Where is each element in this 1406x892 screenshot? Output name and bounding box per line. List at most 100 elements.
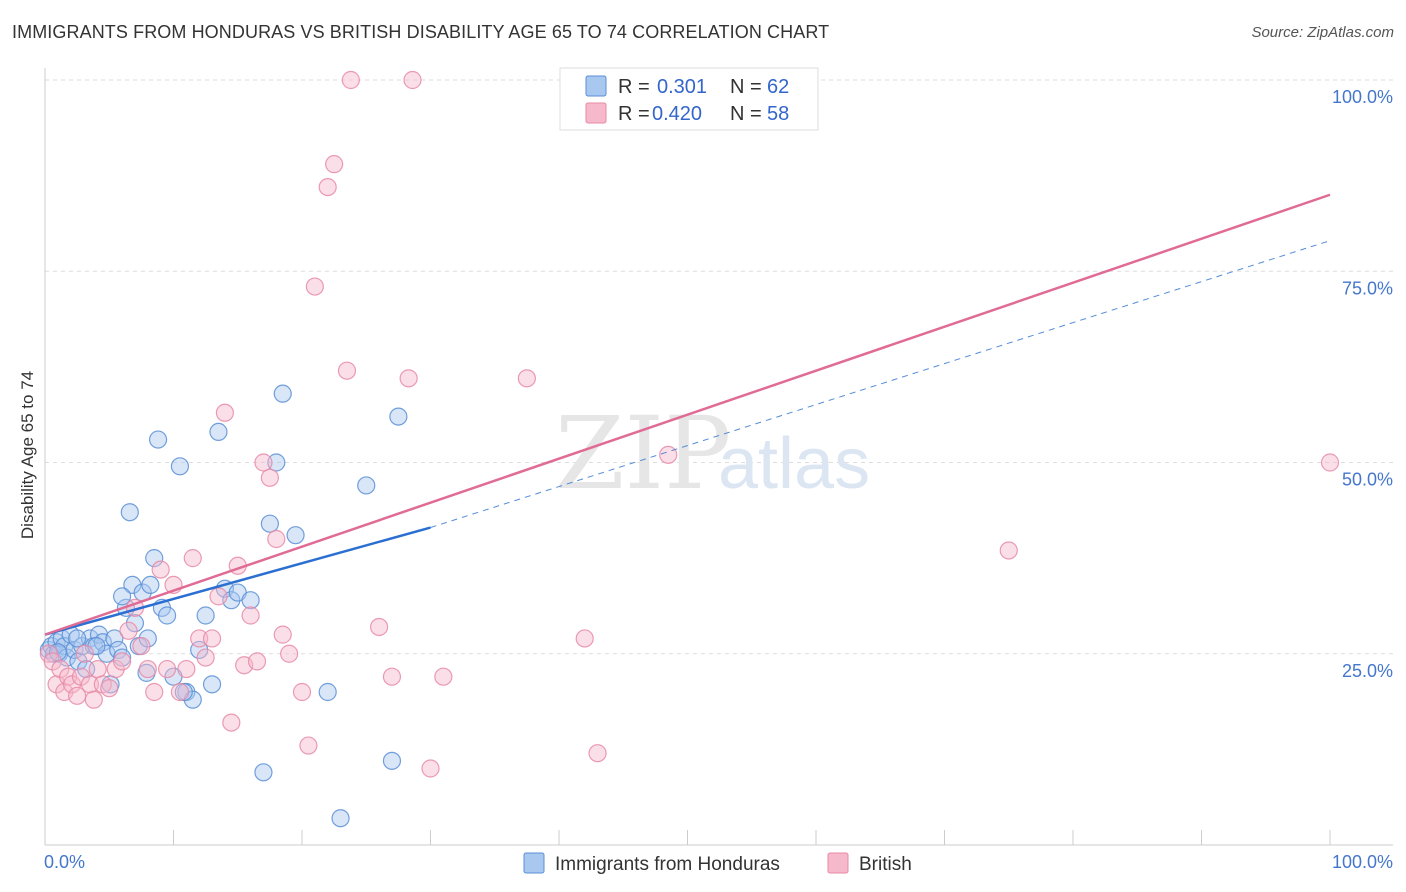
watermark-zip: ZIP xyxy=(555,395,731,512)
chart-source: Source: ZipAtlas.com xyxy=(1251,24,1394,41)
legend-r-value-british: 0.420 xyxy=(652,103,702,125)
honduras-point-30 xyxy=(145,549,164,568)
honduras-point-54 xyxy=(382,751,402,770)
british-point-21 xyxy=(145,682,164,702)
honduras-point-24 xyxy=(123,575,142,595)
british-point-25 xyxy=(170,682,190,702)
british-point-16 xyxy=(112,652,132,671)
y-axis-title: Disability Age 65 to 74 xyxy=(18,371,37,539)
series-honduras-points xyxy=(39,384,408,828)
honduras-point-52 xyxy=(331,809,350,828)
british-point-17 xyxy=(119,621,138,640)
british-point-59 xyxy=(659,445,678,464)
legend-n-label-british: N = xyxy=(730,103,762,125)
british-point-52 xyxy=(399,369,418,388)
honduras-point-19 xyxy=(105,629,124,648)
british-point-19 xyxy=(132,636,151,656)
honduras-point-7 xyxy=(57,648,76,667)
british-point-41 xyxy=(273,625,292,644)
british-point-37 xyxy=(247,652,267,671)
trend-line-honduras-extension xyxy=(430,240,1331,529)
legend-n-value-british: 58 xyxy=(767,103,789,125)
y-tick-label-50: 50.0% xyxy=(1342,470,1393,490)
honduras-point-48 xyxy=(267,453,286,472)
axes xyxy=(44,68,1393,846)
british-point-51 xyxy=(382,667,402,686)
british-point-9 xyxy=(75,644,94,663)
british-point-55 xyxy=(434,667,453,686)
legend-r-value-honduras: 0.301 xyxy=(657,76,707,98)
y-tick-label-75: 75.0% xyxy=(1342,278,1393,298)
trend-lines xyxy=(44,193,1331,636)
british-point-43 xyxy=(292,682,312,702)
british-point-38 xyxy=(254,453,273,472)
british-point-57 xyxy=(575,629,594,648)
british-point-58 xyxy=(588,744,607,763)
bottom-legend-label-honduras: Immigrants from Honduras xyxy=(555,854,780,875)
legend-swatch-british xyxy=(585,102,607,124)
british-point-44 xyxy=(299,736,318,755)
british-point-47 xyxy=(325,155,344,174)
british-point-54 xyxy=(421,759,440,778)
british-point-26 xyxy=(177,659,196,679)
british-point-20 xyxy=(138,659,157,679)
british-point-60 xyxy=(999,541,1018,560)
honduras-point-46 xyxy=(254,763,273,782)
british-point-48 xyxy=(337,361,357,380)
y-tick-label-25: 25.0% xyxy=(1342,661,1393,681)
bottom-legend-label-british: British xyxy=(859,854,912,875)
honduras-point-60 xyxy=(174,682,193,702)
trend-line-honduras xyxy=(44,526,431,636)
british-point-22 xyxy=(151,560,170,579)
honduras-point-50 xyxy=(286,526,305,545)
british-point-61 xyxy=(1320,453,1340,472)
british-point-23 xyxy=(157,659,177,679)
honduras-point-29 xyxy=(141,575,160,595)
british-point-12 xyxy=(88,659,107,679)
honduras-point-57 xyxy=(112,587,132,606)
british-point-31 xyxy=(209,587,228,606)
british-point-40 xyxy=(267,529,286,549)
british-point-33 xyxy=(222,713,241,732)
honduras-point-23 xyxy=(120,503,139,522)
bottom-legend-swatch-british xyxy=(827,852,849,874)
honduras-point-55 xyxy=(389,407,408,426)
honduras-point-47 xyxy=(260,514,279,533)
honduras-point-33 xyxy=(157,606,177,625)
grid-lines xyxy=(45,79,1393,655)
honduras-point-35 xyxy=(170,457,190,476)
series-british-points xyxy=(39,70,1340,778)
chart-title: IMMIGRANTS FROM HONDURAS VS BRITISH DISA… xyxy=(12,22,830,42)
legend-n-value-honduras: 62 xyxy=(767,76,789,98)
legend-box: R = 0.301 N = 62 R = 0.420 N = 58 xyxy=(559,67,819,131)
british-point-29 xyxy=(196,648,215,667)
british-point-14 xyxy=(100,679,119,698)
honduras-point-45 xyxy=(241,591,260,610)
honduras-point-17 xyxy=(97,644,116,663)
british-point-45 xyxy=(305,277,324,296)
bottom-legend: Immigrants from Honduras British xyxy=(523,852,912,875)
bottom-legend-swatch-honduras xyxy=(523,852,545,874)
british-point-28 xyxy=(190,629,209,648)
legend-n-label-honduras: N = xyxy=(730,76,762,98)
honduras-point-39 xyxy=(196,606,215,625)
british-point-3 xyxy=(51,659,70,679)
british-point-42 xyxy=(280,644,299,663)
british-point-53 xyxy=(403,70,422,90)
british-point-1 xyxy=(43,652,62,671)
british-point-50 xyxy=(370,617,389,637)
honduras-point-31 xyxy=(148,430,168,449)
british-point-10 xyxy=(80,675,100,694)
british-point-30 xyxy=(202,629,222,648)
watermark-atlas: atlas xyxy=(718,424,870,504)
legend-r-label-british: R = xyxy=(618,103,650,125)
x-tick-label-min: 0.0% xyxy=(44,852,85,872)
honduras-point-41 xyxy=(209,422,228,441)
y-tick-label-100: 100.0% xyxy=(1332,87,1393,107)
honduras-point-51 xyxy=(318,682,337,702)
x-tick-label-max: 100.0% xyxy=(1332,852,1393,872)
british-point-27 xyxy=(183,549,202,568)
british-point-56 xyxy=(517,369,536,388)
british-point-36 xyxy=(241,606,260,625)
